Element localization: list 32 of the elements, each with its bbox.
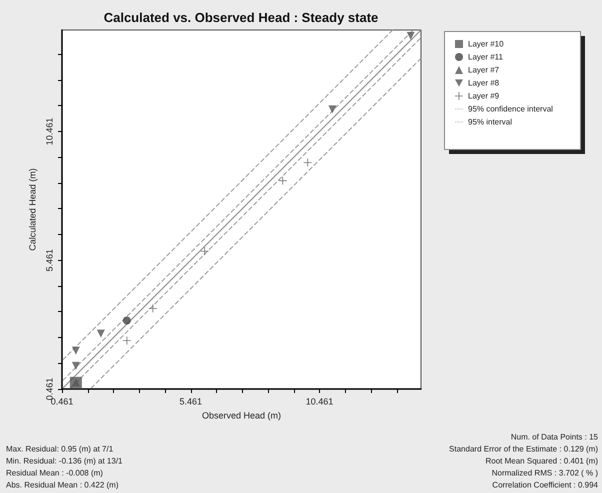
text: Root Mean Squared : 0.401 (m) <box>485 456 598 466</box>
text: Standard Error of the Estimate : 0.129 (m) <box>449 444 598 454</box>
legend-label: Layer #11 <box>468 52 504 62</box>
legend-label: Layer #10 <box>468 40 504 48</box>
x-axis-title: Observed Head (m) <box>202 410 282 420</box>
text: Num. of Data Points : 15 <box>510 432 599 442</box>
legend-label: Layer #8 <box>468 78 500 88</box>
point <box>122 336 131 345</box>
legend-label: 95% confidence interval <box>468 104 554 114</box>
text: Min. Residual: -0.136 (m) at 13/1 <box>6 456 124 466</box>
point <box>96 330 105 338</box>
y-tick-label: 10.461 <box>44 118 54 146</box>
y-tick-label: 5.461 <box>44 248 54 272</box>
legend-label: Layer #9 <box>468 92 500 100</box>
text: Normalized RMS : 3.702 ( % ) <box>492 468 598 478</box>
point <box>122 316 131 325</box>
text: Abs. Residual Mean : 0.422 (m) <box>6 480 119 490</box>
text: Max. Residual: 0.95 (m) at 7/1 <box>6 444 114 454</box>
point <box>72 346 80 355</box>
chart-title: Calculated vs. Observed Head : Steady state <box>104 10 378 25</box>
y-axis-title: Calculated Head (m) <box>28 168 38 251</box>
point <box>328 105 336 114</box>
point <box>406 32 415 40</box>
x-tick-label: 10.461 <box>306 396 334 406</box>
text: Correlation Coefficient : 0.994 <box>492 480 599 490</box>
text: Residual Mean : -0.008 (m) <box>6 468 104 478</box>
legend-label: Layer #7 <box>468 66 500 74</box>
point <box>148 304 157 312</box>
point <box>72 362 80 370</box>
legend-label: 95% interval <box>468 118 512 126</box>
x-tick-label: 5.461 <box>180 396 202 406</box>
point <box>304 158 312 167</box>
